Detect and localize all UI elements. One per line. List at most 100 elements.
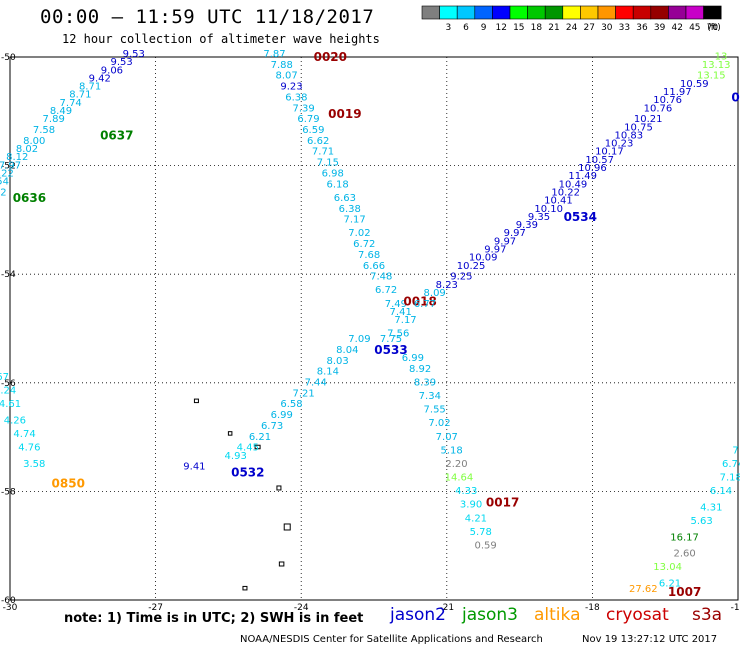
swh-value: 0.59 xyxy=(474,540,496,551)
swh-value: 9.97 xyxy=(484,244,506,255)
swh-value: 10.75 xyxy=(624,122,653,133)
swh-value: 7.88 xyxy=(271,60,293,71)
pass-time-label: 0850 xyxy=(52,476,85,490)
island-outline xyxy=(283,523,291,531)
swh-value: 9.39 xyxy=(516,220,538,231)
generated-timestamp: Nov 19 13:27:12 UTC 2017 xyxy=(582,634,718,645)
scale-tick-label: 24 xyxy=(566,23,578,33)
swh-value: 8.02 xyxy=(0,187,7,198)
swh-value: 14.64 xyxy=(445,473,474,484)
swh-value: 7 xyxy=(732,445,738,456)
scale-tick-label: 39 xyxy=(654,23,666,33)
scale-tick-label: 6 xyxy=(463,23,469,33)
swh-value: 7.49 xyxy=(385,299,407,310)
scale-tick-label: 21 xyxy=(548,23,559,33)
swh-value: 6.38 xyxy=(285,92,307,103)
swh-value: 16.17 xyxy=(670,532,699,543)
swh-value: 9.42 xyxy=(89,73,111,84)
swh-value: 8.12 xyxy=(6,152,28,163)
swh-value: 4.31 xyxy=(700,502,722,513)
swh-value: 5.67 xyxy=(0,372,9,383)
swh-value: 6.74 xyxy=(722,459,740,470)
pass-time-label: 0 xyxy=(731,91,739,105)
y-tick-label: -52 xyxy=(1,162,16,172)
swh-value: 8.07 xyxy=(276,71,298,82)
swh-value: 10.22 xyxy=(551,187,580,198)
swh-value: 6.99 xyxy=(402,353,424,364)
y-tick-label: -56 xyxy=(1,379,16,389)
swh-value: 13 xyxy=(715,52,728,63)
swh-value: 9.23 xyxy=(280,82,302,93)
swh-value: 5.18 xyxy=(441,445,463,456)
pass-time-label: 1007 xyxy=(668,585,701,599)
swh-value: 10.17 xyxy=(595,147,624,158)
scale-swatch xyxy=(703,5,722,20)
swh-value: 8.54 xyxy=(0,177,9,188)
scale-tick-label: 3 xyxy=(446,23,452,33)
swh-value: 6.38 xyxy=(339,204,361,215)
pass-time-label: 0533 xyxy=(374,343,407,357)
swh-value: 7.34 xyxy=(419,391,441,402)
swh-value: 2.60 xyxy=(673,549,695,560)
scale-tick-label: 45 xyxy=(689,23,700,33)
swh-value: 6.18 xyxy=(326,179,348,190)
footer-note: note: 1) Time is in UTC; 2) SWH is in fe… xyxy=(64,611,364,626)
swh-value: 10.25 xyxy=(457,261,486,272)
x-tick-label: -15 xyxy=(731,603,740,613)
swh-value: 6.59 xyxy=(302,125,324,136)
swh-value: 4.33 xyxy=(455,486,477,497)
scale-tick-label: 9 xyxy=(481,23,487,33)
swh-value: 7.89 xyxy=(43,114,65,125)
scale-tick-label: 70 xyxy=(707,23,719,33)
swh-value: 2.20 xyxy=(445,459,467,470)
credit-line: NOAA/NESDIS Center for Satellite Applica… xyxy=(240,634,543,645)
swh-value: 10.49 xyxy=(559,179,588,190)
swh-value: 3.90 xyxy=(460,500,482,511)
x-tick-label: -30 xyxy=(3,603,18,613)
swh-value: 8.39 xyxy=(414,378,436,389)
swh-value: 6.72 xyxy=(375,285,397,296)
swh-value: 10.76 xyxy=(653,95,682,106)
swh-value: 6.98 xyxy=(322,168,344,179)
swh-value: 6.21 xyxy=(249,432,271,443)
swh-value: 7.75 xyxy=(380,334,402,345)
satellite-altika: altika xyxy=(534,605,581,625)
pass-time-label: 0637 xyxy=(100,129,133,143)
swh-value: 7.68 xyxy=(358,250,380,261)
swh-value: 8.09 xyxy=(424,288,446,299)
pass-time-label: 0017 xyxy=(486,495,519,509)
scale-tick-label: 15 xyxy=(513,23,524,33)
swh-value: 7.02 xyxy=(348,228,370,239)
swh-value: 6.79 xyxy=(297,114,319,125)
pass-time-label: 0020 xyxy=(314,50,347,64)
swh-value: 9.06 xyxy=(101,65,123,76)
scale-tick-label: 36 xyxy=(636,23,648,33)
scale-unit-label: (ft) xyxy=(707,23,721,33)
swh-value: 4.26 xyxy=(4,416,26,427)
swh-value: 8.02 xyxy=(16,144,38,155)
swh-value: 7.07 xyxy=(436,432,458,443)
swh-value: 4.93 xyxy=(225,451,247,462)
swh-value: 6.73 xyxy=(261,421,283,432)
swh-value: 7.15 xyxy=(317,158,339,169)
swh-value: 4.45 xyxy=(237,443,259,454)
swh-value: 4.21 xyxy=(465,513,487,524)
satellite-jason3: jason3 xyxy=(462,605,518,625)
swh-value: 8.03 xyxy=(326,356,348,367)
page-title: 00:00 – 11:59 UTC 11/18/2017 xyxy=(40,6,375,28)
swh-value: 7.58 xyxy=(33,125,55,136)
swh-value: 3.58 xyxy=(23,459,45,470)
island-outline xyxy=(193,398,199,404)
swh-value: 6.58 xyxy=(280,399,302,410)
color-scale-legend: 3 6 9 12 15 18 21 24 27 30 33 36 39 42 45 70(ft) xyxy=(421,5,722,33)
swh-value: 10.96 xyxy=(578,163,607,174)
satellite-cryosat: cryosat xyxy=(606,605,669,625)
swh-value: 9.53 xyxy=(110,57,132,68)
satellite-jason2: jason2 xyxy=(390,605,446,625)
x-tick-label: -21 xyxy=(439,603,454,613)
swh-value: 9.41 xyxy=(183,462,205,473)
pass-time-label: 0534 xyxy=(564,210,597,224)
swh-value: 7.18 xyxy=(720,473,740,484)
swh-value: 9.35 xyxy=(528,212,550,223)
swh-value: 10.23 xyxy=(605,139,634,150)
